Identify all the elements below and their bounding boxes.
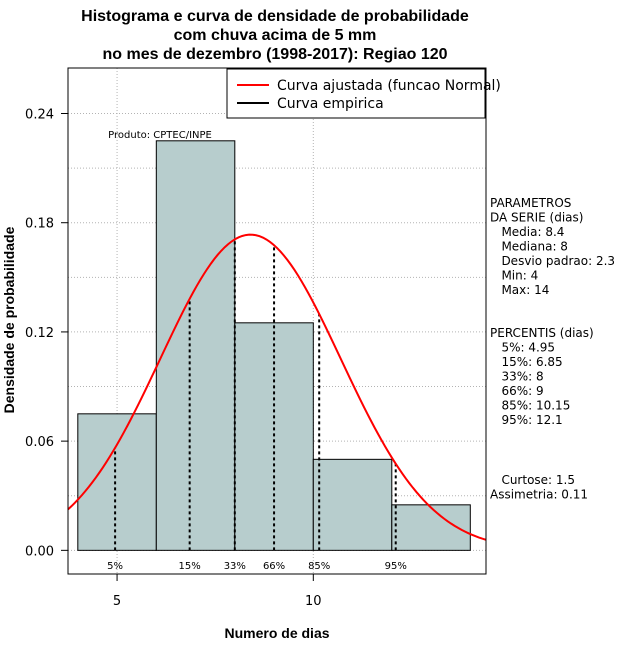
shape-stat-line: Assimetria: 0.11 [490,488,588,502]
y-axis-label: Densidade de probabilidade [1,226,17,413]
percentis-line: 66%: 9 [490,384,544,398]
percentis-line: 33%: 8 [490,370,544,384]
plot-frame [67,67,487,575]
y-tick-label: 0.24 [25,108,54,123]
y-tick-label: 0.12 [25,326,54,341]
percentis-line: 15%: 6.85 [490,355,563,369]
legend: Curva ajustada (funcao Normal) Curva empi… [226,68,501,119]
parametros-line: Desvio padrao: 2.3 [490,254,615,268]
parametros-line: Max: 14 [490,283,549,297]
percentis-line: 5%: 4.95 [490,341,555,355]
percentis-line: 85%: 10.15 [490,399,570,413]
y-tick-label: 0.18 [25,217,54,232]
histogram-bar [312,458,393,551]
parametros-line: Min: 4 [490,269,538,283]
legend-entry: Curva ajustada (funcao Normal) [277,78,501,94]
chart-title-line: no mes de dezembro (1998-2017): Regiao 1… [102,46,447,63]
legend-box [226,68,486,119]
histogram-bars [77,140,471,551]
parametros-line: PARAMETROS [490,196,571,210]
legend-entry: Curva empirica [277,96,384,112]
plot-border [67,67,487,575]
histogram-bar [155,140,236,551]
normal-curve: Produto: CPTEC/INPE [67,130,487,541]
chart-title-line: Histograma e curva de densidade de proba… [81,8,469,25]
product-label: Produto: CPTEC/INPE [108,130,212,141]
parametros-line: Mediana: 8 [490,240,568,254]
percentis-line: PERCENTIS (dias) [490,326,594,340]
chart-title-line: com chuva acima de 5 mm [174,27,377,44]
x-axis-label: Numero de dias [224,625,329,641]
percentile-label: 5% [107,561,123,572]
parametros-line: DA SERIE (dias) [490,211,583,225]
axes: 5 10 0.00 0.06 0.12 0.18 0.24 Numero de dias Den… [1,108,330,641]
shape-stat-line: Curtose: 1.5 [490,473,575,487]
y-tick-label: 0.06 [25,435,54,450]
parametros-line: Media: 8.4 [490,225,564,239]
chart-title: Histograma e curva de densidade de proba… [81,8,469,63]
percentile-label: 15% [179,561,201,572]
x-tick-label: 10 [305,594,322,609]
histogram-bar [77,413,157,551]
percentis-line: 95%: 12.1 [490,413,563,427]
normal-curve-line [67,233,487,541]
percentile-label: 33% [224,561,246,572]
percentile-lines: 5% 15% 33% 66% 85% 95% [107,239,407,572]
y-tick-label: 0.00 [25,544,54,559]
percentile-label: 85% [308,561,330,572]
x-tick-label: 5 [113,594,121,609]
percentile-label: 95% [385,561,407,572]
percentile-label: 66% [263,561,285,572]
